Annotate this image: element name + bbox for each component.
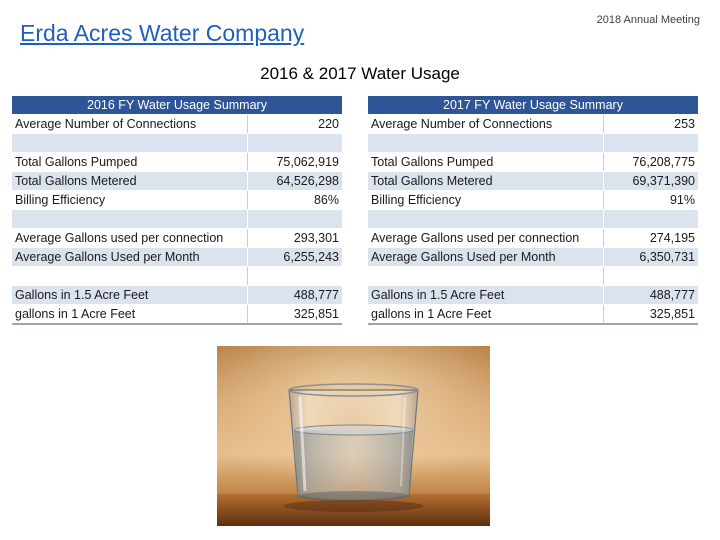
water-usage-table-2016: 2016 FY Water Usage Summary Average Numb… <box>12 96 342 325</box>
glass-base <box>297 491 410 501</box>
row-label: Average Gallons used per connection <box>368 228 603 248</box>
meeting-label: 2018 Annual Meeting <box>596 14 700 26</box>
table-spacer-row <box>12 133 342 153</box>
row-value: 220 <box>246 114 342 134</box>
row-label <box>368 209 603 229</box>
row-value: 253 <box>602 114 698 134</box>
row-label: gallons in 1 Acre Feet <box>12 304 247 325</box>
row-value: 274,195 <box>602 228 698 248</box>
row-label: Total Gallons Metered <box>368 171 603 191</box>
row-label: Total Gallons Pumped <box>12 152 247 172</box>
slide-subtitle: 2016 & 2017 Water Usage <box>260 64 460 83</box>
row-label: Average Gallons Used per Month <box>368 247 603 267</box>
table-row: Average Gallons Used per Month 6,350,731 <box>368 247 698 267</box>
table-body: Average Number of Connections 253 Total Ga… <box>368 114 698 325</box>
table-spacer-row <box>368 209 698 229</box>
row-label: Average Number of Connections <box>368 114 603 134</box>
row-value: 488,777 <box>602 285 698 305</box>
row-value <box>602 266 698 286</box>
table-row: gallons in 1 Acre Feet 325,851 <box>368 304 698 325</box>
row-value: 76,208,775 <box>602 152 698 172</box>
row-value: 325,851 <box>602 304 698 325</box>
table-row: Average Gallons used per connection 274,1… <box>368 228 698 248</box>
row-label: gallons in 1 Acre Feet <box>368 304 603 325</box>
row-label: Total Gallons Pumped <box>368 152 603 172</box>
glass-rim <box>288 383 419 397</box>
table-spacer-row <box>368 266 698 286</box>
row-value: 293,301 <box>246 228 342 248</box>
row-label: Gallons in 1.5 Acre Feet <box>12 285 247 305</box>
row-value: 488,777 <box>246 285 342 305</box>
water-body <box>294 430 413 500</box>
table-spacer-row <box>368 133 698 153</box>
table-title: 2016 FY Water Usage Summary <box>12 96 342 115</box>
table-spacer-row <box>12 266 342 286</box>
row-value: 64,526,298 <box>246 171 342 191</box>
table-row: gallons in 1 Acre Feet 325,851 <box>12 304 342 325</box>
row-value <box>246 266 342 286</box>
row-label: Average Gallons used per connection <box>12 228 247 248</box>
row-value: 91% <box>602 190 698 210</box>
table-row: Total Gallons Pumped 75,062,919 <box>12 152 342 172</box>
row-value <box>246 209 342 229</box>
row-label <box>12 133 247 153</box>
table-row: Average Number of Connections 220 <box>12 114 342 134</box>
table-row: Total Gallons Pumped 76,208,775 <box>368 152 698 172</box>
row-value <box>602 133 698 153</box>
row-value: 86% <box>246 190 342 210</box>
row-value: 75,062,919 <box>246 152 342 172</box>
table-row: Gallons in 1.5 Acre Feet 488,777 <box>368 285 698 305</box>
table-row: Average Number of Connections 253 <box>368 114 698 134</box>
table-spacer-row <box>12 209 342 229</box>
water-usage-table-2017: 2017 FY Water Usage Summary Average Numb… <box>368 96 698 325</box>
row-label: Average Number of Connections <box>12 114 247 134</box>
table-row: Billing Efficiency 86% <box>12 190 342 210</box>
row-label: Billing Efficiency <box>12 190 247 210</box>
water-surface <box>293 424 414 436</box>
table-row: Gallons in 1.5 Acre Feet 488,777 <box>12 285 342 305</box>
row-label <box>12 266 247 286</box>
glass-of-water-image <box>217 346 490 526</box>
row-label: Average Gallons Used per Month <box>12 247 247 267</box>
row-value <box>602 209 698 229</box>
table-row: Total Gallons Metered 64,526,298 <box>12 171 342 191</box>
row-value: 6,350,731 <box>602 247 698 267</box>
row-value: 69,371,390 <box>602 171 698 191</box>
row-value <box>246 133 342 153</box>
row-label <box>368 266 603 286</box>
table-row: Average Gallons used per connection 293,3… <box>12 228 342 248</box>
row-label <box>368 133 603 153</box>
table-row: Billing Efficiency 91% <box>368 190 698 210</box>
table-title: 2017 FY Water Usage Summary <box>368 96 698 115</box>
row-label: Total Gallons Metered <box>12 171 247 191</box>
table-row: Average Gallons Used per Month 6,255,243 <box>12 247 342 267</box>
table-body: Average Number of Connections 220 Total Ga… <box>12 114 342 325</box>
table-row: Total Gallons Metered 69,371,390 <box>368 171 698 191</box>
company-title: Erda Acres Water Company <box>20 20 305 46</box>
row-label: Gallons in 1.5 Acre Feet <box>368 285 603 305</box>
row-value: 325,851 <box>246 304 342 325</box>
row-label <box>12 209 247 229</box>
row-label: Billing Efficiency <box>368 190 603 210</box>
row-value: 6,255,243 <box>246 247 342 267</box>
